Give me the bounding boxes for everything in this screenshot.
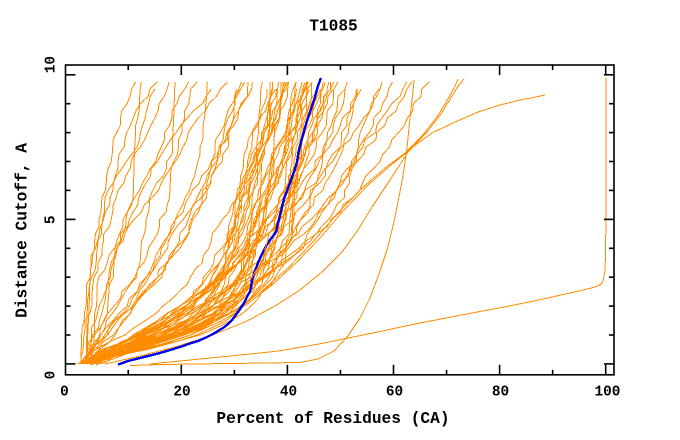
svg-text:40: 40 (280, 385, 297, 401)
svg-text:5: 5 (44, 215, 60, 224)
svg-text:T1085: T1085 (309, 18, 358, 36)
svg-text:60: 60 (386, 385, 403, 401)
svg-text:80: 80 (492, 385, 509, 401)
svg-text:100: 100 (595, 385, 621, 401)
svg-text:20: 20 (173, 385, 190, 401)
svg-text:Distance Cutoff, A: Distance Cutoff, A (14, 143, 32, 318)
svg-text:10: 10 (44, 56, 60, 73)
svg-text:Percent of Residues (CA): Percent of Residues (CA) (216, 410, 449, 428)
svg-text:0: 0 (44, 371, 60, 380)
svg-text:0: 0 (60, 385, 69, 401)
